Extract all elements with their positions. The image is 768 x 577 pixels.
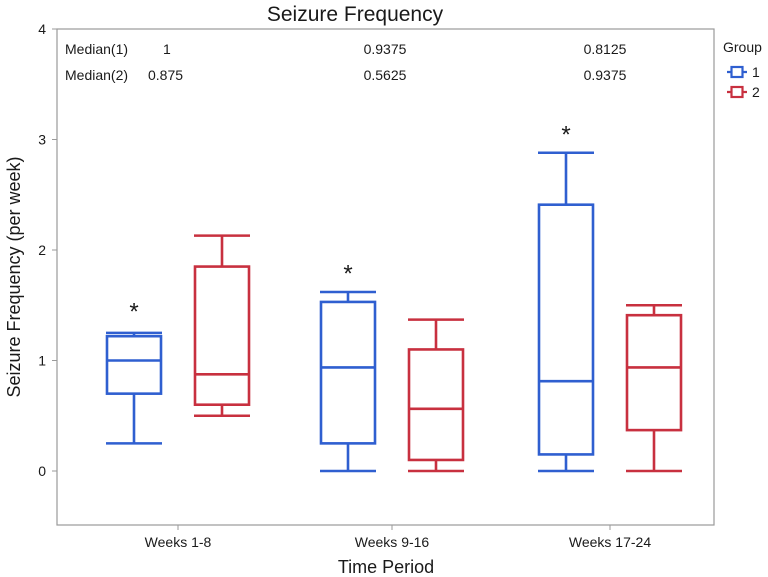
outlier-asterisk: * — [561, 121, 570, 148]
median-value: 0.9375 — [364, 41, 407, 57]
x-axis-title: Time Period — [338, 557, 434, 577]
box-iqr — [625, 313, 683, 432]
y-tick-label: 2 — [38, 242, 46, 258]
box-group-2 — [407, 318, 465, 473]
x-tick-label: Weeks 9-16 — [355, 534, 430, 550]
y-axis: 0 1 2 3 4 — [38, 21, 57, 479]
median-value: 0.8125 — [584, 41, 627, 57]
median-row-label: Median(2) — [65, 67, 128, 83]
outlier-asterisk: * — [129, 298, 138, 325]
box-iqr — [319, 300, 377, 445]
legend-entry-label: 1 — [752, 64, 760, 80]
median-row-label: Median(1) — [65, 41, 128, 57]
legend-swatch-box — [730, 65, 744, 79]
box-iqr — [537, 203, 595, 456]
x-tick-label: Weeks 1-8 — [145, 534, 212, 550]
median-value: 1 — [163, 41, 171, 57]
y-tick-label: 4 — [38, 21, 46, 37]
box-series: * * * — [105, 121, 683, 473]
median-value: 0.875 — [148, 67, 183, 83]
median-value: 0.5625 — [364, 67, 407, 83]
legend-swatch-box — [730, 85, 744, 99]
median-table: Median(1) 1 0.9375 0.8125 Median(2) 0.875 0.56… — [65, 41, 627, 83]
y-tick-label: 3 — [38, 132, 46, 148]
outlier-asterisk: * — [343, 261, 352, 288]
plot-frame — [56, 28, 715, 526]
x-axis: Weeks 1-8 Weeks 9-16 Weeks 17-24 — [145, 525, 651, 550]
median-value: 0.9375 — [584, 67, 627, 83]
x-tick-label: Weeks 17-24 — [569, 534, 651, 550]
y-tick-label: 0 — [38, 463, 46, 479]
box-group-2 — [193, 234, 251, 418]
y-axis-title: Seizure Frequency (per week) — [4, 156, 24, 397]
box-group-1: * — [105, 298, 163, 445]
box-group-1: * — [319, 261, 377, 473]
legend-swatch-icon — [727, 85, 747, 99]
box-group-2 — [625, 303, 683, 473]
legend: Group 1 2 — [723, 39, 762, 100]
legend-entry-label: 2 — [752, 84, 760, 100]
box-iqr — [407, 348, 465, 462]
y-tick-label: 1 — [38, 353, 46, 369]
chart-title: Seizure Frequency — [267, 3, 444, 26]
box-iqr — [193, 265, 251, 407]
legend-title: Group — [723, 39, 762, 55]
legend-swatch-icon — [727, 65, 747, 79]
box-group-1: * — [537, 121, 595, 473]
box-iqr — [105, 334, 163, 395]
